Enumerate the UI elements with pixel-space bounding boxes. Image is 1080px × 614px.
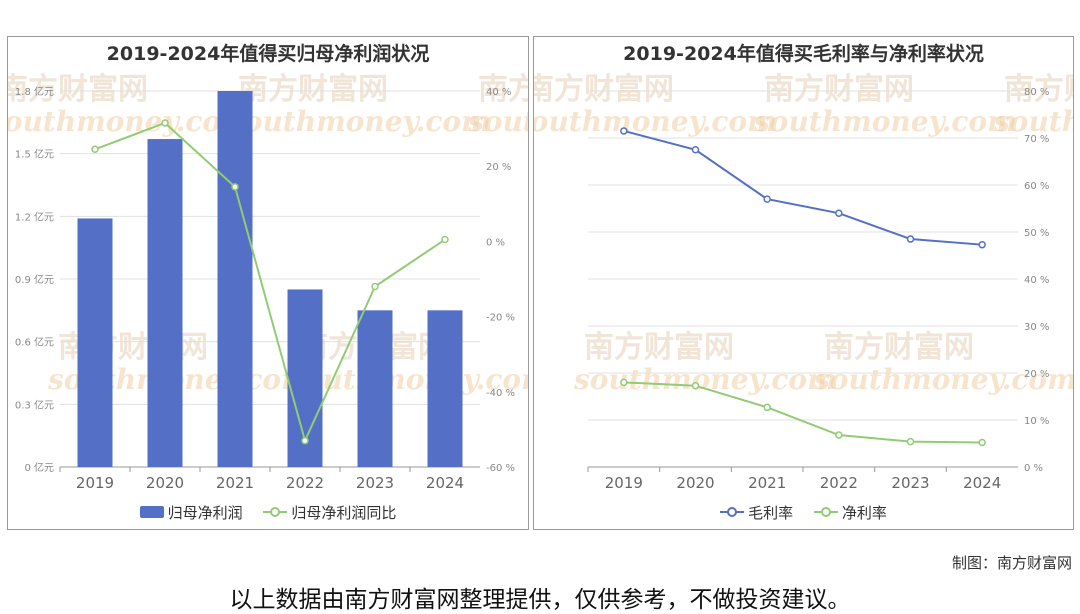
y-right-tick-label: 0 % [486, 237, 505, 248]
x-tick-label-2023: 2023 [356, 474, 394, 492]
growth-point-2022 [301, 436, 309, 445]
y-left-tick-label: 1.8 亿元 [15, 85, 54, 98]
series-1-point-2020 [691, 381, 700, 390]
left-chart-panel: 2019-2024年值得买归母净利润状况 南方财富网 southmoney.com… [7, 36, 529, 530]
y-right-tick-label: 20 % [486, 162, 511, 173]
y-left-tick-label: 1.5 亿元 [15, 148, 54, 161]
y-right-tick-label: 10 % [1024, 416, 1049, 427]
y-right-tick-label: 20 % [1024, 369, 1049, 380]
y-right-tick-label: 70 % [1024, 134, 1049, 145]
y-right-tick-label: -20 % [486, 313, 515, 324]
bar-2021 [217, 91, 253, 467]
growth-point-2021 [231, 183, 239, 191]
left-chart-title: 2019-2024年值得买归母净利润状况 [106, 43, 430, 65]
watermark-en: southmoney.com [227, 105, 491, 138]
y-right-tick-label: 40 % [486, 87, 511, 98]
y-left-tick-label: 0.3 亿元 [15, 398, 54, 411]
y-right-tick-label: -40 % [486, 388, 515, 399]
series-1-point-2019 [620, 378, 628, 387]
series-1-point-2024 [978, 438, 986, 447]
watermark-en: southmoney.com [8, 105, 251, 138]
series-0-point-2023 [906, 235, 915, 243]
x-tick-label-2019: 2019 [76, 474, 114, 492]
series-line-1 [623, 381, 983, 444]
series-0-point-2021 [763, 195, 771, 203]
legend-blue-line-icon [720, 507, 745, 517]
x-tick-label-2024: 2024 [426, 474, 464, 492]
growth-point-2020 [161, 119, 169, 127]
growth-series-line [94, 121, 446, 444]
y-left-tick-label: 0.6 亿元 [15, 336, 54, 349]
chart-credit: 制图：南方财富网 [951, 554, 1072, 572]
bar-2024 [427, 310, 463, 467]
bar-2023 [357, 310, 393, 467]
legend-item-bar[interactable]: 归母净利润 [139, 502, 243, 523]
y-right-tick-label: 40 % [1024, 275, 1049, 286]
watermark-en: southmoney.com [573, 363, 837, 396]
right-chart-title: 2019-2024年值得买毛利率与净利率状况 [623, 43, 984, 65]
watermark-cn: 南方财富网 [478, 72, 529, 107]
watermark-cn: 南方财富网 [824, 330, 974, 365]
x-tick-label-2019: 2019 [605, 474, 643, 492]
watermark-cn: 南方财富网 [764, 72, 914, 107]
y-right-tick-label: 80 % [1024, 87, 1049, 98]
x-tick-label-2021: 2021 [216, 474, 254, 492]
legend-growth-label: 归母净利润同比 [291, 503, 397, 522]
legend-item-net-margin[interactable]: 净利率 [813, 502, 887, 523]
series-1-point-2022 [835, 431, 843, 439]
watermark-en: southmoney.com [534, 105, 777, 138]
legend-gross-margin-label: 毛利率 [748, 503, 794, 522]
x-tick-label-2022: 2022 [820, 474, 858, 492]
watermark-cn: 南方财富网 [8, 72, 148, 107]
legend-green-line-icon [813, 507, 838, 517]
bar-2019 [77, 218, 113, 467]
bar-2020 [147, 139, 183, 467]
x-tick-label-2024: 2024 [963, 474, 1001, 492]
series-0-point-2024 [978, 240, 986, 249]
growth-point-2023 [371, 282, 379, 291]
legend-bar-swatch-icon [139, 506, 164, 518]
series-1-point-2021 [763, 403, 771, 412]
watermark-cn: 南方财富网 [238, 72, 388, 107]
legend-item-growth[interactable]: 归母净利润同比 [263, 502, 396, 523]
x-tick-label-2020: 2020 [676, 474, 714, 492]
disclaimer-text: 以上数据由南方财富网整理提供，仅供参考，不做投资建议。 [229, 587, 851, 613]
legend-net-margin-label: 净利率 [841, 503, 887, 522]
y-right-tick-label: 60 % [1024, 181, 1049, 192]
left-chart-svg: 南方财富网southmoney.com南方财富网southmoney.com南方… [8, 72, 529, 492]
watermark-en: southmoney.com [993, 105, 1074, 138]
growth-point-2024 [441, 235, 449, 244]
x-tick-label-2023: 2023 [891, 474, 929, 492]
right-chart-legend: 毛利率 净利率 [534, 502, 1073, 524]
series-line-0 [623, 129, 983, 246]
x-tick-label-2021: 2021 [748, 474, 786, 492]
right-chart-panel: 2019-2024年值得买毛利率与净利率状况 南方财富网 southmoney.c… [533, 36, 1074, 530]
watermark-cn: 南方财富网 [1004, 72, 1074, 107]
y-right-tick-label: 50 % [1024, 228, 1049, 239]
y-left-tick-label: 0 亿元 [24, 461, 54, 474]
watermark-en: southmoney.com [467, 105, 529, 138]
y-left-tick-label: 1.2 亿元 [15, 210, 54, 223]
y-right-tick-label: 30 % [1024, 322, 1049, 333]
right-chart-svg: 南方财富网southmoney.com南方财富网southmoney.com南方… [534, 72, 1074, 492]
legend-item-gross-margin[interactable]: 毛利率 [720, 502, 793, 523]
y-right-tick-label: -60 % [486, 463, 515, 474]
y-right-tick-label: 0 % [1024, 463, 1043, 474]
watermark-en: southmoney.com [813, 363, 1074, 396]
watermark-cn: 南方财富网 [584, 330, 734, 365]
watermark-en: southmoney.com [753, 105, 1017, 138]
growth-point-2019 [91, 145, 99, 154]
legend-line-swatch-icon [263, 507, 288, 517]
left-chart-legend: 归母净利润 归母净利润同比 [8, 502, 528, 524]
series-0-point-2022 [835, 209, 843, 217]
watermark-cn: 南方财富网 [534, 72, 674, 107]
legend-bar-label: 归母净利润 [167, 503, 243, 522]
x-tick-label-2020: 2020 [146, 474, 184, 492]
series-0-point-2020 [691, 146, 700, 154]
x-tick-label-2022: 2022 [286, 474, 324, 492]
series-0-point-2019 [620, 127, 628, 135]
y-left-tick-label: 0.9 亿元 [15, 273, 54, 286]
series-1-point-2023 [906, 437, 915, 446]
